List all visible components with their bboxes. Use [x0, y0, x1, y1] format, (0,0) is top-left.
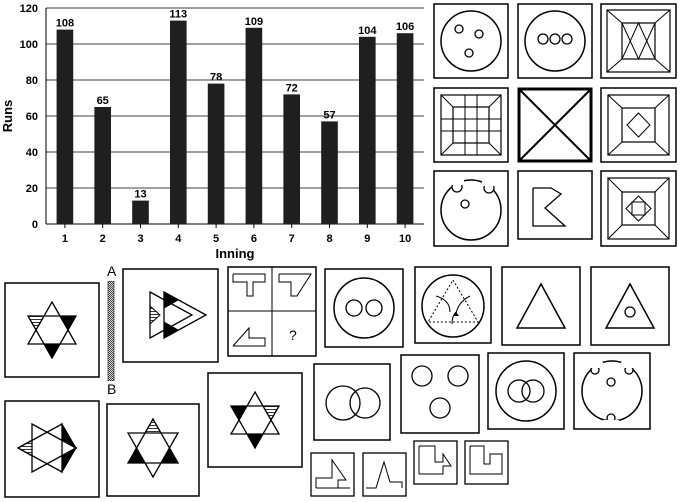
figure-frame-double-diamond: [600, 170, 677, 247]
figure-circle-venn: [487, 352, 565, 430]
x-tick-label: 2: [100, 233, 106, 245]
figure-circle-three-row: [517, 3, 593, 79]
x-tick-label: 5: [213, 233, 219, 245]
figure-star-top-black: [207, 372, 303, 468]
data-label: 72: [286, 82, 298, 94]
figure-notched-circle-2: [573, 352, 651, 430]
bar: [94, 107, 112, 224]
figure-star-top-hatched: [4, 282, 100, 378]
figure-frame-grid: [433, 87, 509, 163]
figure-star-left-side: [4, 400, 100, 498]
y-tick-label: 40: [26, 147, 38, 159]
figure-star-bottom-black: [106, 403, 200, 497]
data-label: 108: [56, 18, 74, 30]
bar: [321, 121, 338, 224]
x-tick-label: 7: [289, 233, 295, 245]
figure-small-step-2: [464, 440, 509, 485]
data-label: 65: [97, 95, 109, 107]
data-label: 13: [134, 189, 146, 201]
y-tick-label: 20: [26, 183, 38, 195]
bar: [283, 94, 301, 225]
bar-chart-svg: 0204060801001201081652133113478510967275…: [0, 3, 424, 261]
figure-circle-dotted-triangle: [414, 266, 492, 344]
y-tick-label: 60: [26, 111, 38, 123]
figure-small-zigzag-1: [310, 452, 355, 497]
y-tick-label: 80: [26, 75, 38, 87]
option-a-label: A: [107, 263, 117, 279]
y-tick-label: 100: [20, 39, 38, 51]
figure-triangle: [501, 266, 581, 346]
bar: [132, 200, 149, 224]
data-label: 113: [169, 9, 187, 21]
figure-frame-diamond: [600, 87, 677, 163]
y-tick-label: 120: [20, 3, 38, 15]
figure-puzzle-grid: ?: [227, 266, 317, 357]
data-label: 78: [210, 72, 222, 84]
y-tick-label: 0: [32, 219, 38, 231]
figure-small-step-1: [413, 440, 458, 485]
x-tick-label: 8: [326, 233, 332, 245]
x-axis-label: Inning: [216, 246, 255, 261]
figure-notched-flag: [517, 170, 593, 240]
x-tick-label: 10: [399, 233, 411, 245]
bar: [169, 20, 187, 224]
figure-overlap-circles: [313, 363, 391, 441]
data-label: 106: [396, 21, 414, 33]
x-tick-label: 9: [364, 233, 370, 245]
figure-frame-triangles: [600, 3, 677, 79]
figure-star-right-hatched: [122, 268, 219, 363]
x-tick-label: 6: [251, 233, 257, 245]
y-axis-label: Runs: [0, 100, 15, 133]
question-mark: ?: [289, 327, 297, 343]
figure-circle-three-dots: [433, 3, 509, 79]
data-label: 104: [358, 25, 377, 37]
x-tick-label: 1: [62, 233, 68, 245]
bar: [56, 29, 74, 224]
figure-three-circles: [400, 354, 480, 434]
figure-notched-circle: [433, 170, 509, 247]
figure-x-square: [517, 87, 593, 163]
x-tick-label: 3: [137, 233, 143, 245]
bar: [245, 27, 263, 224]
data-label: 109: [245, 16, 263, 28]
figure-small-peak: [362, 452, 407, 497]
divider-hatched-bar: [107, 281, 115, 381]
figure-circle-two-dots: [324, 268, 404, 348]
bar: [396, 33, 414, 225]
figure-triangle-dot: [590, 266, 670, 346]
data-label: 57: [323, 109, 335, 121]
bar: [358, 36, 376, 224]
bar: [207, 83, 225, 224]
bar-chart: 0 20 40 60 80 100 120 108 1 65 2 13 3 113 4 78 5 109 6 72 7 5…: [0, 0, 430, 262]
option-b-label: B: [107, 381, 117, 397]
x-tick-label: 4: [175, 233, 182, 245]
